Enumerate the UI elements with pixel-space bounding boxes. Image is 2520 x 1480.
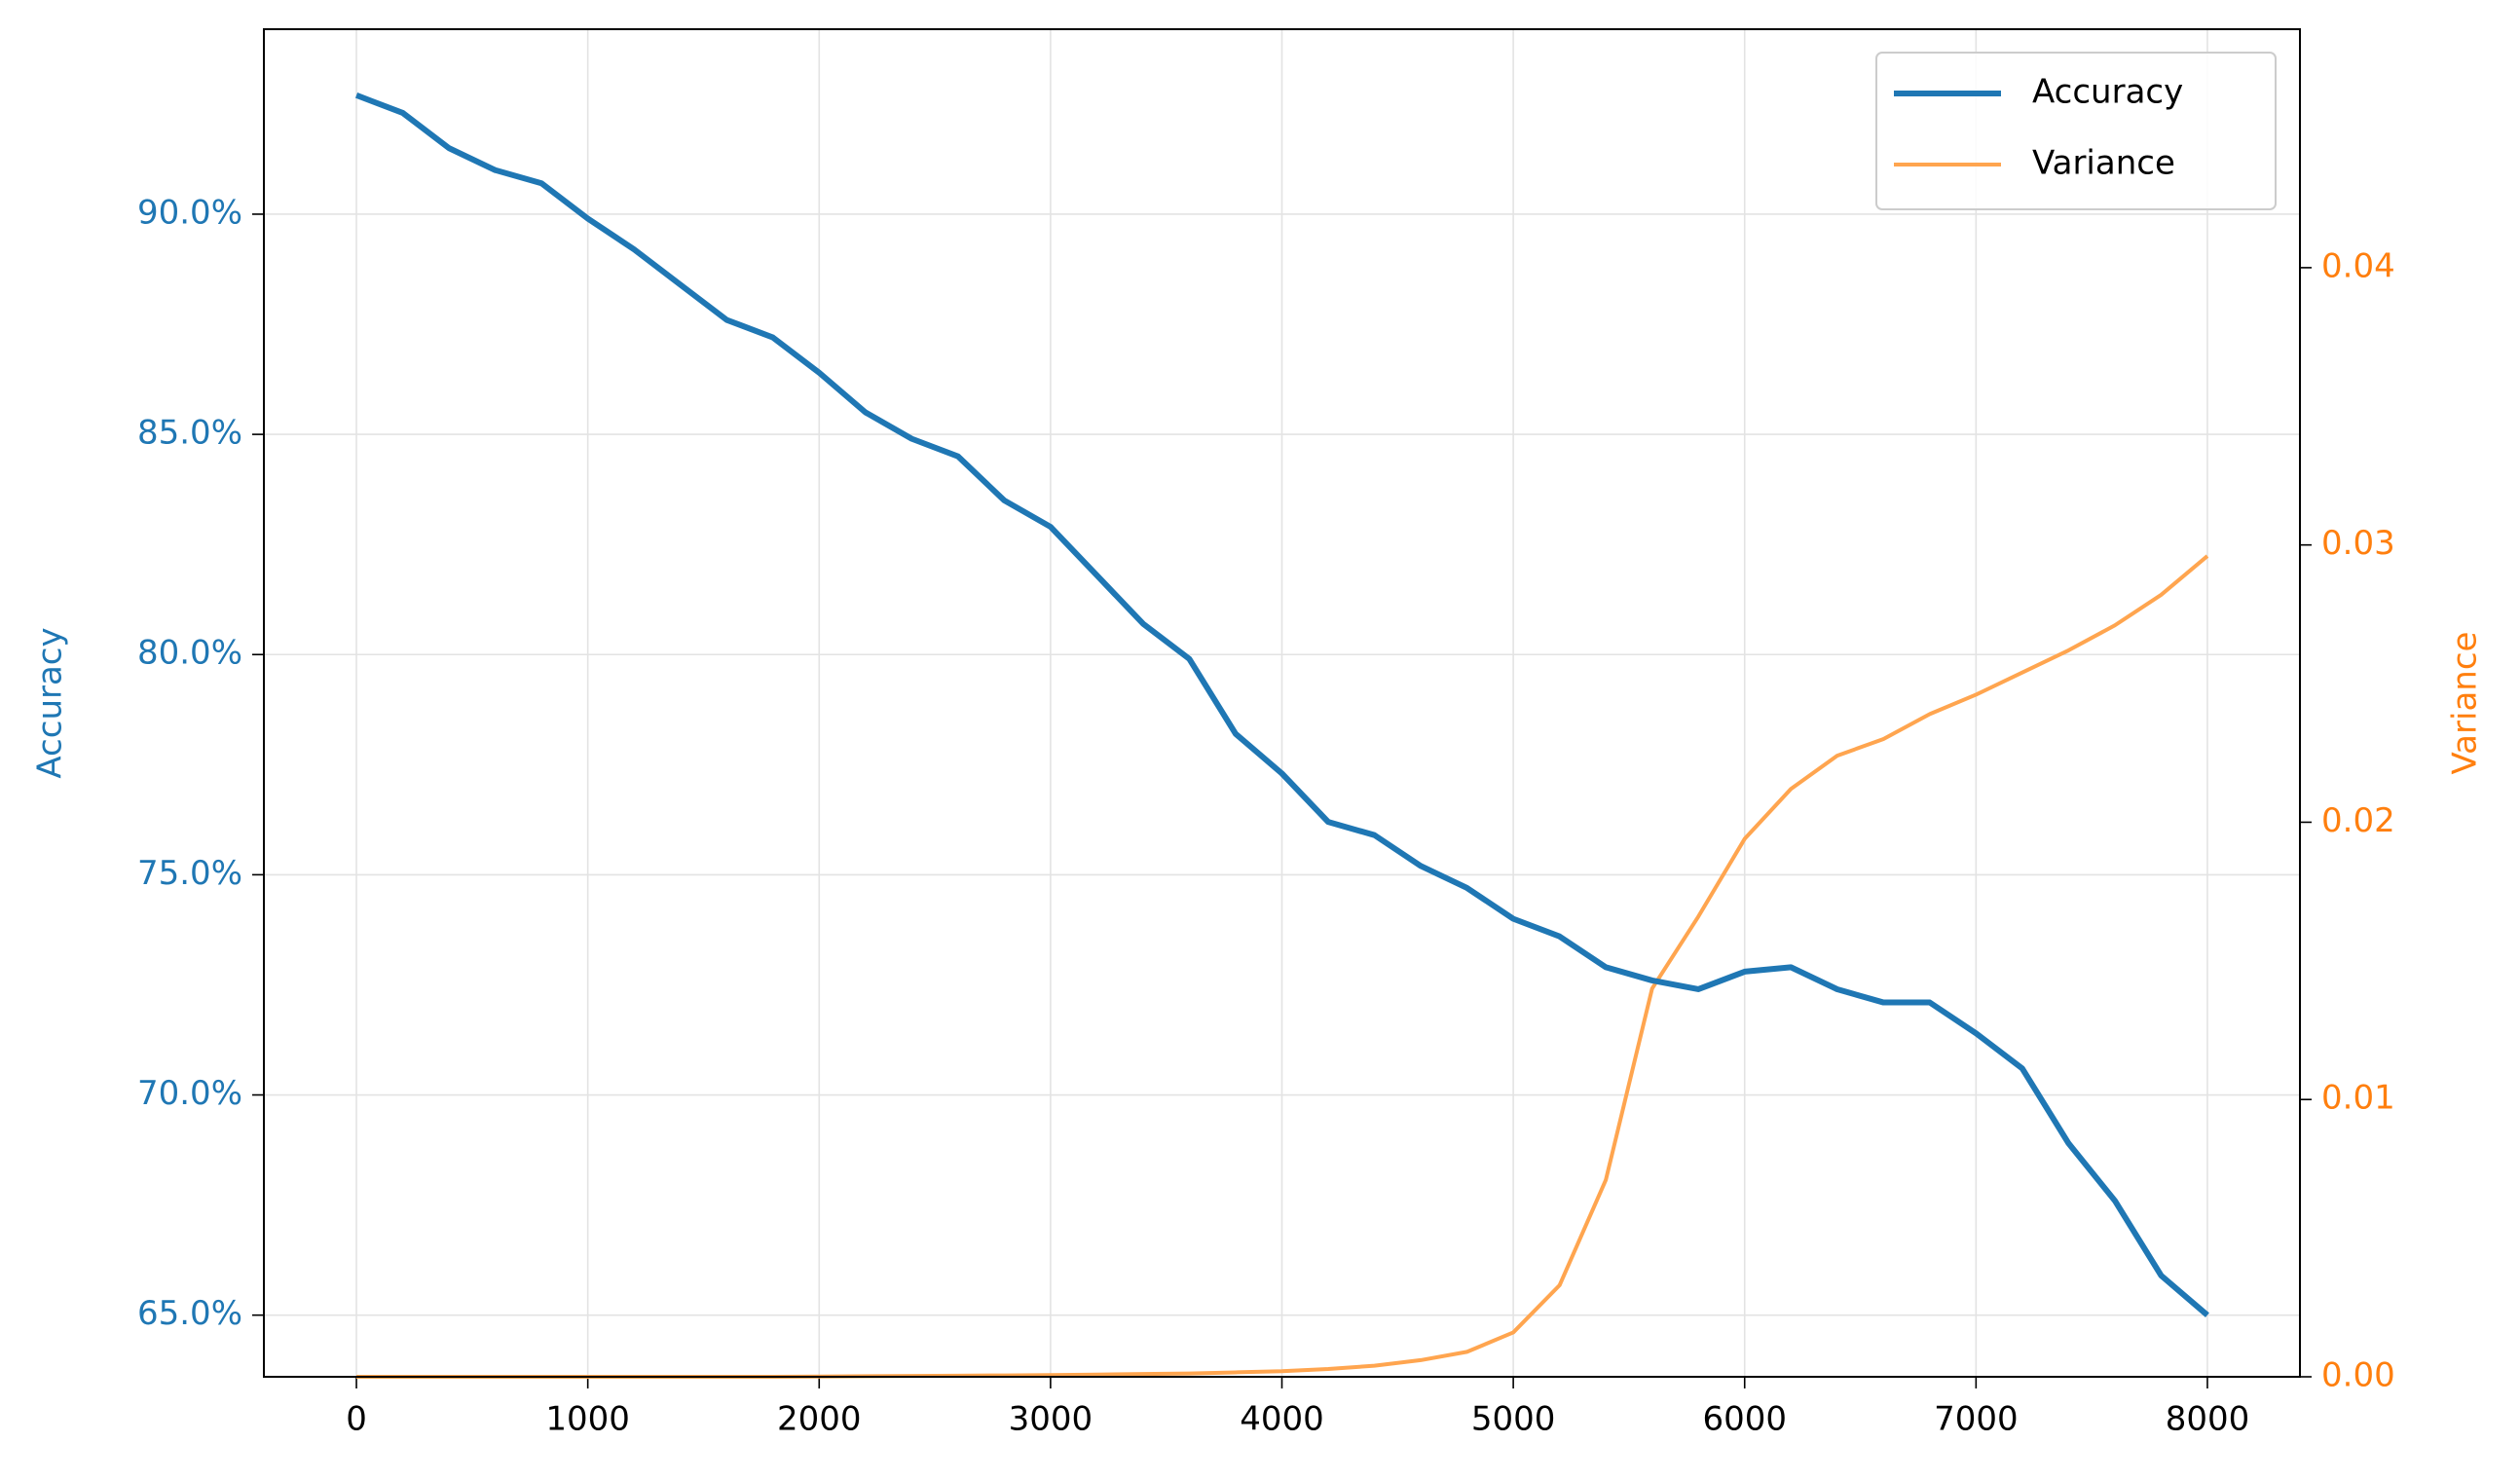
x-tick-label: 4000 (1240, 1400, 1324, 1439)
data-line (354, 92, 2209, 1317)
y-axis-label: Accuracy (31, 627, 70, 778)
x-tick-label: 6000 (1702, 1400, 1787, 1439)
y2-axis-label: Variance (2446, 632, 2485, 775)
x-tick-label: 3000 (1009, 1400, 1093, 1439)
y-tick-label: 80.0% (137, 634, 242, 673)
x-tick-label: 5000 (1471, 1400, 1556, 1439)
y2-tick-label: 0.04 (2321, 246, 2395, 285)
x-tick-label: 8000 (2166, 1400, 2250, 1439)
legend-label: Accuracy (2032, 73, 2183, 112)
y-tick-label: 70.0% (137, 1074, 242, 1113)
y-tick-label: 65.0% (137, 1294, 242, 1333)
x-tick-label: 1000 (545, 1400, 630, 1439)
y-tick-label: 85.0% (137, 414, 242, 453)
y2-tick-label: 0.01 (2321, 1079, 2395, 1118)
x-tick-label: 7000 (1934, 1400, 2019, 1439)
y2-tick-label: 0.02 (2321, 801, 2395, 840)
y-tick-label: 90.0% (137, 193, 242, 232)
legend-label: Variance (2032, 144, 2175, 183)
x-tick-label: 0 (346, 1400, 367, 1439)
y2-tick-label: 0.00 (2321, 1356, 2395, 1395)
y-tick-label: 75.0% (137, 854, 242, 893)
x-tick-label: 2000 (777, 1400, 862, 1439)
y2-tick-label: 0.03 (2321, 524, 2395, 563)
plot-frame (263, 28, 2301, 1378)
